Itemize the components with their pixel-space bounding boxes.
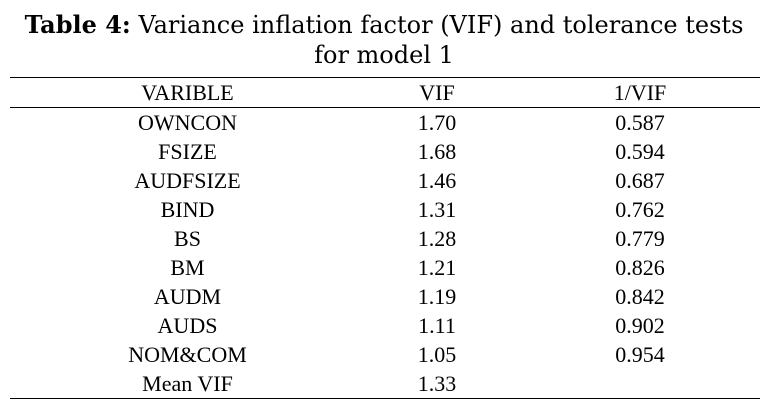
tolerance-cell: 0.762 (615, 197, 665, 222)
tolerance-cell: 0.826 (615, 255, 665, 280)
variable-cell: AUDS (157, 313, 218, 338)
vif-table: VARIBLE VIF 1/VIF OWNCON 1.70 0.587 FSIZ… (10, 77, 760, 399)
table-row: BM 1.21 0.826 (10, 253, 760, 282)
table-row-mean: Mean VIF 1.33 (10, 369, 760, 398)
tolerance-cell: 0.954 (615, 342, 665, 367)
caption-title: Variance inflation factor (VIF) and tole… (138, 11, 744, 39)
header-tolerance: 1/VIF (613, 80, 667, 105)
table-row: NOM&COM 1.05 0.954 (10, 340, 760, 369)
variable-cell: BM (170, 255, 205, 280)
tolerance-cell: 0.587 (615, 110, 665, 135)
table-row: AUDFSIZE 1.46 0.687 (10, 166, 760, 195)
variable-cell: Mean VIF (142, 371, 233, 396)
caption-line-2: for model 1 (314, 41, 454, 69)
variable-cell: AUDFSIZE (134, 168, 241, 193)
variable-cell: FSIZE (158, 139, 217, 164)
vif-cell: 1.68 (417, 139, 457, 164)
variable-cell: BS (174, 226, 201, 251)
tolerance-cell: 0.842 (615, 284, 665, 309)
table-caption: Table 4: Variance inflation factor (VIF)… (0, 10, 768, 70)
vif-cell: 1.46 (417, 168, 457, 193)
caption-label: Table 4: (24, 10, 131, 39)
variable-cell: BIND (160, 197, 215, 222)
tolerance-cell: 0.779 (615, 226, 665, 251)
table-header-row: VARIBLE VIF 1/VIF (10, 78, 760, 108)
variable-cell: AUDM (153, 284, 222, 309)
tolerance-cell: 0.687 (615, 168, 665, 193)
vif-cell: 1.19 (417, 284, 457, 309)
vif-cell: 1.28 (417, 226, 457, 251)
tolerance-cell: 0.902 (615, 313, 665, 338)
vif-cell: 1.33 (417, 371, 457, 396)
table-row: BIND 1.31 0.762 (10, 195, 760, 224)
variable-cell: OWNCON (138, 110, 237, 135)
table-row: AUDM 1.19 0.842 (10, 282, 760, 311)
table-row: FSIZE 1.68 0.594 (10, 137, 760, 166)
tolerance-cell: 0.594 (615, 139, 665, 164)
vif-cell: 1.31 (417, 197, 457, 222)
table-row: BS 1.28 0.779 (10, 224, 760, 253)
vif-cell: 1.70 (417, 110, 457, 135)
header-vif: VIF (419, 80, 455, 105)
table-row: OWNCON 1.70 0.587 (10, 108, 760, 137)
caption-line-1: Table 4: Variance inflation factor (VIF)… (0, 10, 768, 40)
header-variable: VARIBLE (141, 80, 234, 105)
variable-cell: NOM&COM (128, 342, 247, 367)
vif-cell: 1.11 (418, 313, 456, 338)
table-row: AUDS 1.11 0.902 (10, 311, 760, 340)
vif-cell: 1.05 (417, 342, 457, 367)
vif-cell: 1.21 (417, 255, 457, 280)
